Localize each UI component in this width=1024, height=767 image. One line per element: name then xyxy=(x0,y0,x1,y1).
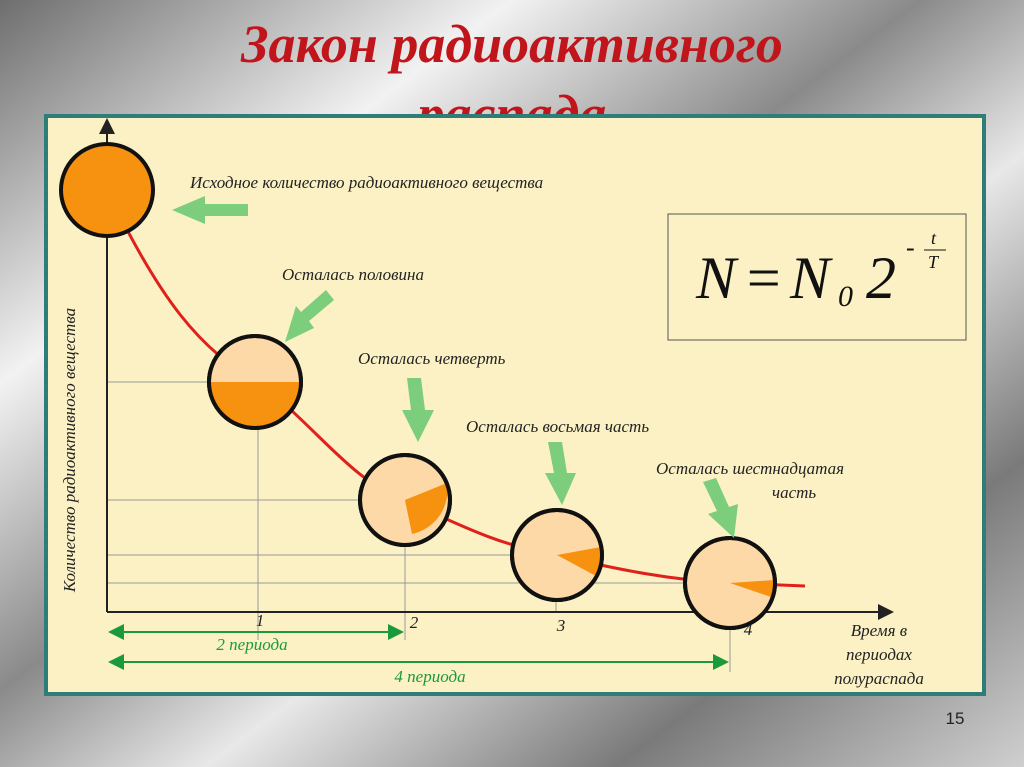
outline xyxy=(207,334,303,430)
samples xyxy=(59,142,777,630)
tick-label: 4 xyxy=(744,620,753,639)
outline xyxy=(358,453,452,547)
x-axis-label: Время в xyxy=(851,621,908,640)
y-axis-label: Количество радиоактивного вещества xyxy=(60,308,79,593)
page-number: 15 xyxy=(946,709,965,728)
formula-part: = xyxy=(743,245,784,311)
span-label: 4 периода xyxy=(394,667,465,686)
tick-label: 1 xyxy=(256,611,265,630)
full-sample xyxy=(59,142,155,238)
tick-label: 3 xyxy=(556,616,566,635)
annotation: Осталась четверть xyxy=(358,349,506,368)
pointer xyxy=(172,196,248,224)
title: Закон радиоактивного xyxy=(240,14,783,74)
pointer xyxy=(402,378,434,442)
x-axis-label: периодах xyxy=(846,645,912,664)
quarter-wedge xyxy=(405,483,448,534)
annotation: Осталась восьмая часть xyxy=(466,417,649,436)
annotation: Осталась шестнадцатая xyxy=(656,459,844,478)
pointer xyxy=(703,478,738,538)
formula-part: t xyxy=(931,228,937,248)
formula-box xyxy=(667,213,967,341)
x-axis-label: полураспада xyxy=(834,669,924,688)
pointer xyxy=(285,290,334,342)
formula-part: T xyxy=(928,252,940,272)
pointers xyxy=(172,196,738,538)
annotation: часть xyxy=(772,483,816,502)
formula-part: 0 xyxy=(838,280,853,313)
annotation: Исходное количество радиоактивного вещес… xyxy=(189,173,543,192)
pointer xyxy=(545,442,576,505)
outline xyxy=(683,536,777,630)
formula-part: N xyxy=(789,245,833,311)
eighth-wedge xyxy=(557,547,602,576)
formula-part: - xyxy=(906,233,915,262)
panel xyxy=(44,114,986,696)
formula: N = N 0 2 - t T xyxy=(695,228,946,313)
tick-label: 2 xyxy=(410,613,419,632)
formula-part: N xyxy=(695,245,739,311)
half-wedge xyxy=(209,382,301,428)
annotation: Осталась половина xyxy=(282,265,424,284)
span-label: 2 периода xyxy=(216,635,287,654)
formula-part: 2 xyxy=(866,245,896,311)
sixteenth-wedge xyxy=(730,580,775,597)
outline xyxy=(510,508,604,602)
